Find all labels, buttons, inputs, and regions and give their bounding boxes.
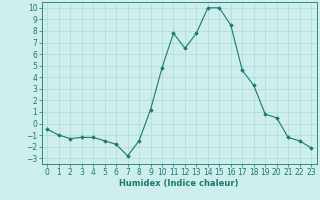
X-axis label: Humidex (Indice chaleur): Humidex (Indice chaleur) [119,179,239,188]
